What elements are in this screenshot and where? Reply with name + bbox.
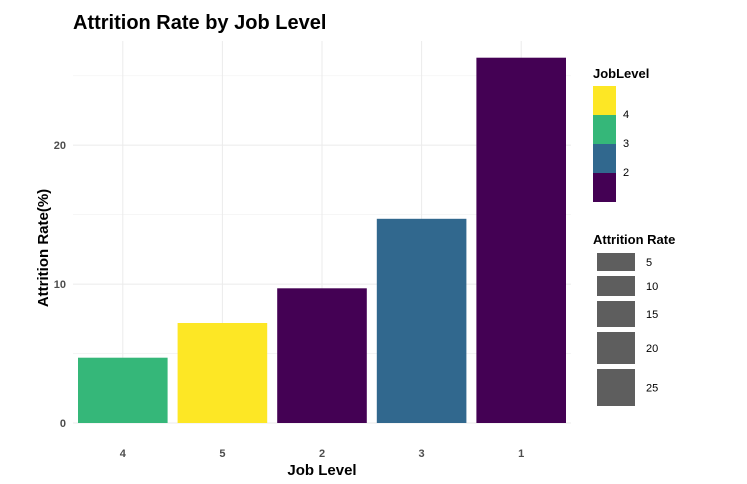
- legend-size-label: 25: [646, 383, 658, 395]
- chart-title: Attrition Rate by Job Level: [73, 12, 326, 34]
- legend-joblevel-label: 3: [623, 138, 629, 150]
- legend-joblevel-label: 2: [623, 167, 629, 179]
- legend-size-key: [597, 332, 635, 364]
- legend-size-label: 15: [646, 309, 658, 321]
- x-tick-label: 1: [518, 448, 524, 460]
- legend-size-key: [597, 301, 635, 327]
- bar-job-level-5: [177, 323, 268, 423]
- x-axis-title: Job Level: [287, 462, 356, 479]
- legend-size-label: 5: [646, 257, 652, 269]
- legend-size-label: 10: [646, 281, 658, 293]
- legend-joblevel-title: JobLevel: [593, 66, 649, 81]
- legend-joblevel: JobLevel 4 3 2: [593, 66, 649, 202]
- legend-size-label: 20: [646, 343, 658, 355]
- bar-job-level-1: [476, 57, 566, 423]
- legend-attrition-rate-title: Attrition Rate: [593, 232, 675, 247]
- legend-joblevel-swatch: [593, 86, 616, 115]
- x-tick-label: 4: [120, 448, 127, 460]
- y-tick-labels: 0 10 20: [54, 140, 66, 430]
- legend-attrition-rate: Attrition Rate 5 10 15 20 25: [593, 232, 675, 406]
- y-tick-label: 10: [54, 279, 66, 291]
- legend-joblevel-swatch: [593, 173, 616, 202]
- legend-joblevel-swatch: [593, 115, 616, 144]
- legend-size-key: [597, 369, 635, 406]
- x-tick-label: 5: [219, 448, 225, 460]
- bars: [78, 57, 566, 423]
- bar-job-level-4: [78, 357, 168, 423]
- x-tick-label: 2: [319, 448, 325, 460]
- x-tick-labels: 4 5 2 3 1: [120, 448, 525, 460]
- y-tick-label: 20: [54, 140, 66, 152]
- legend-size-key: [597, 253, 635, 271]
- y-tick-label: 0: [60, 418, 66, 430]
- legend-joblevel-swatch: [593, 144, 616, 173]
- legend-joblevel-label: 4: [623, 109, 629, 121]
- bar-job-level-2: [277, 288, 367, 423]
- x-tick-label: 3: [419, 448, 425, 460]
- legend-size-key: [597, 276, 635, 296]
- bar-job-level-3: [376, 218, 467, 423]
- y-axis-title: Attrition Rate(%): [35, 189, 52, 307]
